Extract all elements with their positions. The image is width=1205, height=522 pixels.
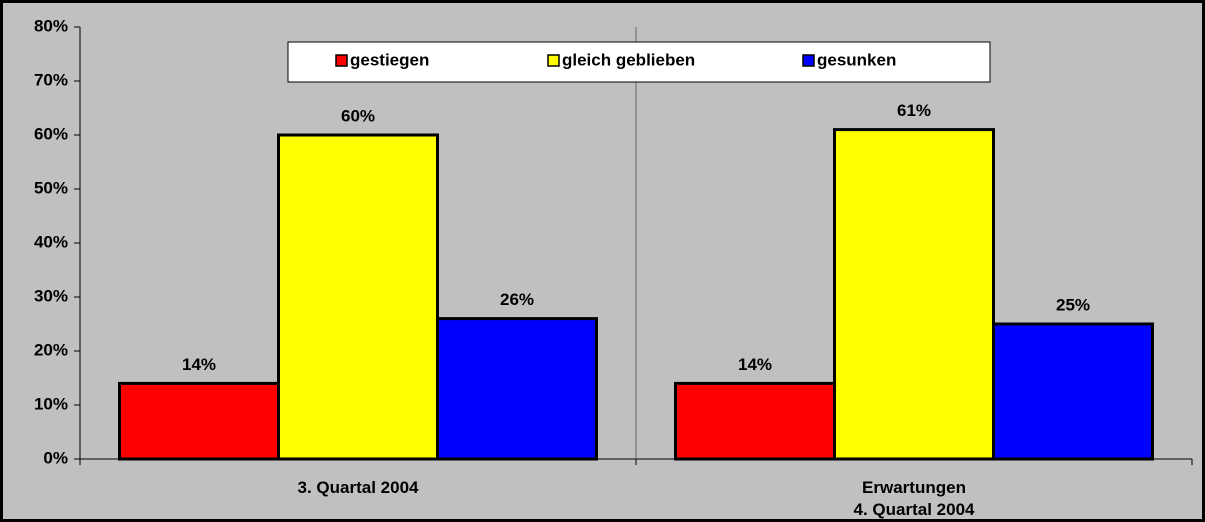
legend-swatch [547,54,560,67]
x-tick-label: 3. Quartal 2004 [298,478,420,497]
legend-box [287,41,991,83]
y-tick-label: 70% [34,70,68,89]
y-tick-label: 0% [43,448,68,467]
y-tick-label: 10% [34,394,68,413]
bar [674,381,836,461]
x-tick-label-line: 4. Quartal 2004 [854,500,976,519]
bar [992,322,1154,461]
x-tick-label-line: 3. Quartal 2004 [298,478,420,497]
y-tick-label: 20% [34,340,68,359]
value-label: 26% [500,290,534,309]
legend-swatch [335,54,348,67]
legend-swatch [802,54,815,67]
x-tick-label: Erwartungen 4. Quartal 2004 [854,478,976,519]
bar [118,381,280,461]
bar [277,133,439,461]
legend-label: gesunken [817,50,896,69]
y-tick-label: 60% [34,124,68,143]
value-label: 14% [182,355,216,374]
bar [833,128,995,461]
y-tick-label: 50% [34,178,68,197]
legend-label: gestiegen [350,50,429,69]
value-label: 14% [738,355,772,374]
value-label: 60% [341,106,375,125]
y-tick-label: 80% [34,16,68,35]
value-label: 25% [1056,295,1090,314]
y-tick-label: 30% [34,286,68,305]
bar [436,317,598,461]
x-tick-label-line: Erwartungen [862,478,966,497]
y-tick-label: 40% [34,232,68,251]
value-label: 61% [897,101,931,120]
legend-label: gleich geblieben [562,50,695,69]
